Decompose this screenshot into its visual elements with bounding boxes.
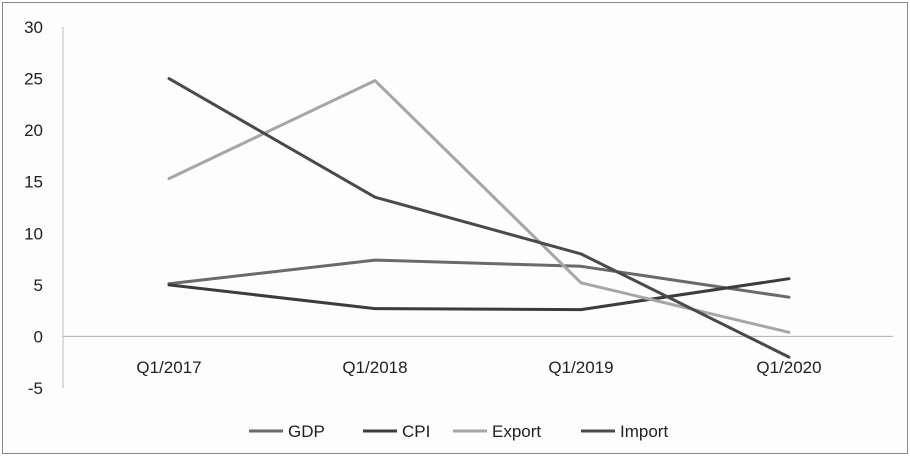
x-tick-label: Q1/2019 (548, 358, 613, 377)
x-tick-label: Q1/2017 (136, 358, 201, 377)
legend-label-gdp: GDP (288, 422, 325, 441)
legend-label-export: Export (492, 422, 541, 441)
x-tick-label: Q1/2020 (756, 358, 821, 377)
y-tick-label: -5 (28, 379, 43, 398)
y-tick-label: 10 (24, 224, 43, 243)
series-line-export (167, 79, 791, 334)
legend-label-import: Import (620, 422, 668, 441)
y-tick-label: 5 (34, 276, 43, 295)
legend-label-cpi: CPI (402, 422, 430, 441)
series-line-cpi (167, 277, 791, 312)
y-tick-label: 25 (24, 70, 43, 89)
series-line-import (167, 77, 791, 359)
y-tick-label: 20 (24, 121, 43, 140)
y-tick-label: 15 (24, 173, 43, 192)
series-line-gdp (167, 258, 791, 299)
y-tick-label: 0 (34, 327, 43, 346)
x-tick-label: Q1/2018 (342, 358, 407, 377)
line-chart: 30 25 20 15 10 5 0 -5 Q1/2017 Q1/2018 Q1/2019 Q1/20… (24, 18, 893, 441)
y-tick-label: 30 (24, 18, 43, 37)
